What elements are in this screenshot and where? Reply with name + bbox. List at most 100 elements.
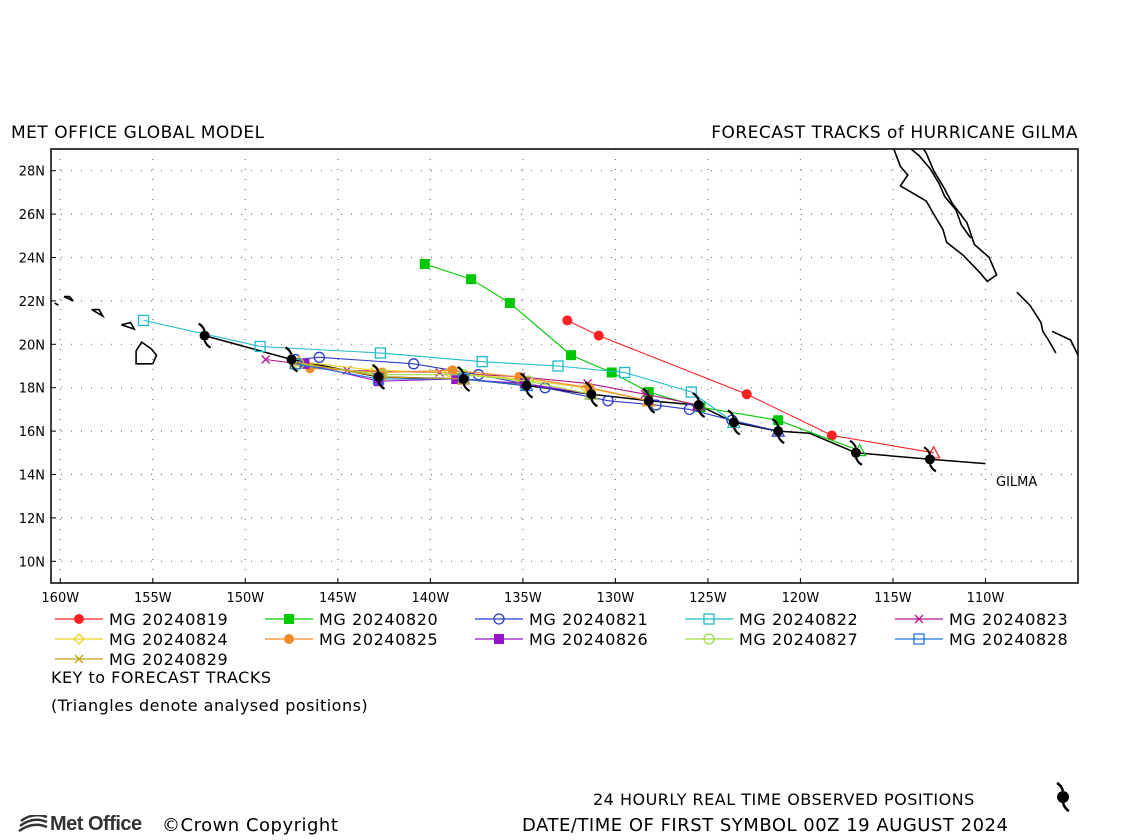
forecast-position-marker — [773, 415, 784, 426]
forecast-track-line — [567, 319, 934, 454]
forecast-position-marker — [741, 389, 752, 400]
legend-marker-icon — [55, 654, 103, 664]
legend-label: MG 20240820 — [319, 609, 439, 629]
lat-tick-label: 28N — [19, 165, 45, 180]
forecast-position-marker — [683, 403, 696, 416]
hurricane-symbol — [849, 439, 863, 466]
key-title: KEY to FORECAST TRACKS — [51, 668, 272, 687]
forecast-track-line — [295, 356, 779, 432]
forecast-position-marker — [593, 330, 604, 341]
legend-marker-icon — [685, 633, 733, 645]
forecast-track-line — [295, 363, 527, 387]
lat-tick-label: 18N — [19, 382, 45, 397]
legend-item: MG 20240828 — [895, 629, 1068, 649]
forecast-position-marker — [447, 365, 458, 376]
model-title: MET OFFICE GLOBAL MODEL — [11, 123, 265, 143]
copyright-text: ©Crown Copyright — [162, 815, 339, 836]
lat-tick-label: 14N — [19, 469, 45, 484]
lon-tick-label: 110W — [967, 591, 1005, 606]
coastline — [135, 340, 158, 365]
legend-item: MG 20240820 — [265, 609, 438, 629]
legend-label: MG 20240827 — [739, 629, 859, 649]
legend-label: MG 20240819 — [109, 609, 229, 629]
lat-tick-label: 10N — [19, 555, 45, 570]
legend-label: MG 20240828 — [949, 629, 1069, 649]
forecast-position-marker — [408, 358, 420, 370]
legend-label: MG 20240823 — [949, 609, 1069, 629]
legend-label: MG 20240825 — [319, 629, 439, 649]
lat-tick-label: 22N — [19, 295, 45, 310]
legend-marker-icon — [55, 633, 103, 645]
forecast-position-marker — [602, 395, 614, 407]
hurricane-symbol — [727, 409, 741, 436]
met-office-logo-text: Met Office — [50, 813, 142, 835]
forecast-track-line — [143, 319, 735, 423]
hurricane-symbol — [371, 363, 386, 390]
forecast-track — [289, 351, 786, 437]
observed-positions-note: 24 HOURLY REAL TIME OBSERVED POSITIONS — [593, 790, 975, 809]
forecast-position-marker — [504, 298, 515, 309]
coastline — [892, 149, 998, 283]
forecast-position-marker — [606, 367, 617, 378]
forecast-position-marker — [313, 351, 325, 363]
forecast-track — [137, 314, 741, 429]
forecast-position-marker — [419, 259, 430, 270]
lon-tick-label: 145W — [319, 591, 357, 606]
legend-item: MG 20240826 — [475, 629, 648, 649]
coastline — [909, 149, 972, 239]
legend-marker-icon — [55, 614, 103, 624]
forecast-position-marker — [137, 314, 150, 327]
lat-tick-label: 26N — [19, 208, 45, 223]
lon-tick-label: 130W — [597, 591, 635, 606]
storm-label: GILMA — [996, 475, 1037, 490]
forecast-track-line — [424, 263, 860, 452]
legend-marker-icon — [685, 613, 733, 625]
lon-tick-label: 125W — [689, 591, 727, 606]
forecast-position-marker — [565, 350, 576, 361]
legend-label: MG 20240829 — [109, 649, 229, 669]
forecast-position-marker — [562, 315, 573, 326]
forecast-position-marker — [643, 387, 654, 398]
coastline — [54, 302, 59, 306]
hurricane-symbol — [923, 446, 937, 473]
legend-item: MG 20240819 — [55, 609, 228, 629]
lon-tick-label: 140W — [412, 591, 450, 606]
legend-marker-icon — [895, 633, 943, 645]
key-note: (Triangles denote analysed positions) — [51, 696, 369, 715]
hurricane-symbol-icon — [1056, 782, 1070, 812]
coastline — [1016, 291, 1057, 354]
hurricane-symbol — [692, 392, 706, 419]
forecast-position-marker — [685, 386, 697, 398]
hurricane-symbol — [198, 322, 212, 349]
legend-label: MG 20240821 — [529, 609, 649, 629]
forecast-track — [562, 315, 941, 459]
legend-item: MG 20240827 — [685, 629, 858, 649]
legend-label: MG 20240826 — [529, 629, 649, 649]
coastline — [63, 295, 74, 302]
hurricane-symbol — [285, 346, 299, 373]
hurricane-symbol — [520, 372, 534, 399]
legend-marker-icon — [475, 613, 523, 625]
legend-item: MG 20240821 — [475, 609, 648, 629]
legend-marker-icon — [265, 614, 313, 624]
forecast-position-marker — [466, 274, 477, 285]
hurricane-symbol — [584, 381, 598, 408]
legend-marker-icon — [895, 614, 943, 624]
legend-item: MG 20240822 — [685, 609, 858, 629]
met-office-logo-icon — [18, 814, 48, 832]
legend-item: MG 20240823 — [895, 609, 1068, 629]
lon-tick-label: 155W — [134, 591, 172, 606]
legend-item: MG 20240824 — [55, 629, 228, 649]
hurricane-symbol — [642, 387, 656, 414]
forecast-position-marker — [476, 356, 488, 368]
forecast-position-marker — [374, 347, 387, 359]
forecast-track — [261, 355, 706, 411]
legend-label: MG 20240822 — [739, 609, 859, 629]
lon-tick-label: 150W — [226, 591, 264, 606]
lon-tick-label: 160W — [41, 591, 79, 606]
lat-tick-label: 24N — [19, 252, 45, 267]
lon-tick-label: 120W — [782, 591, 820, 606]
forecast-position-marker — [261, 355, 271, 364]
forecast-track-line — [310, 367, 649, 402]
